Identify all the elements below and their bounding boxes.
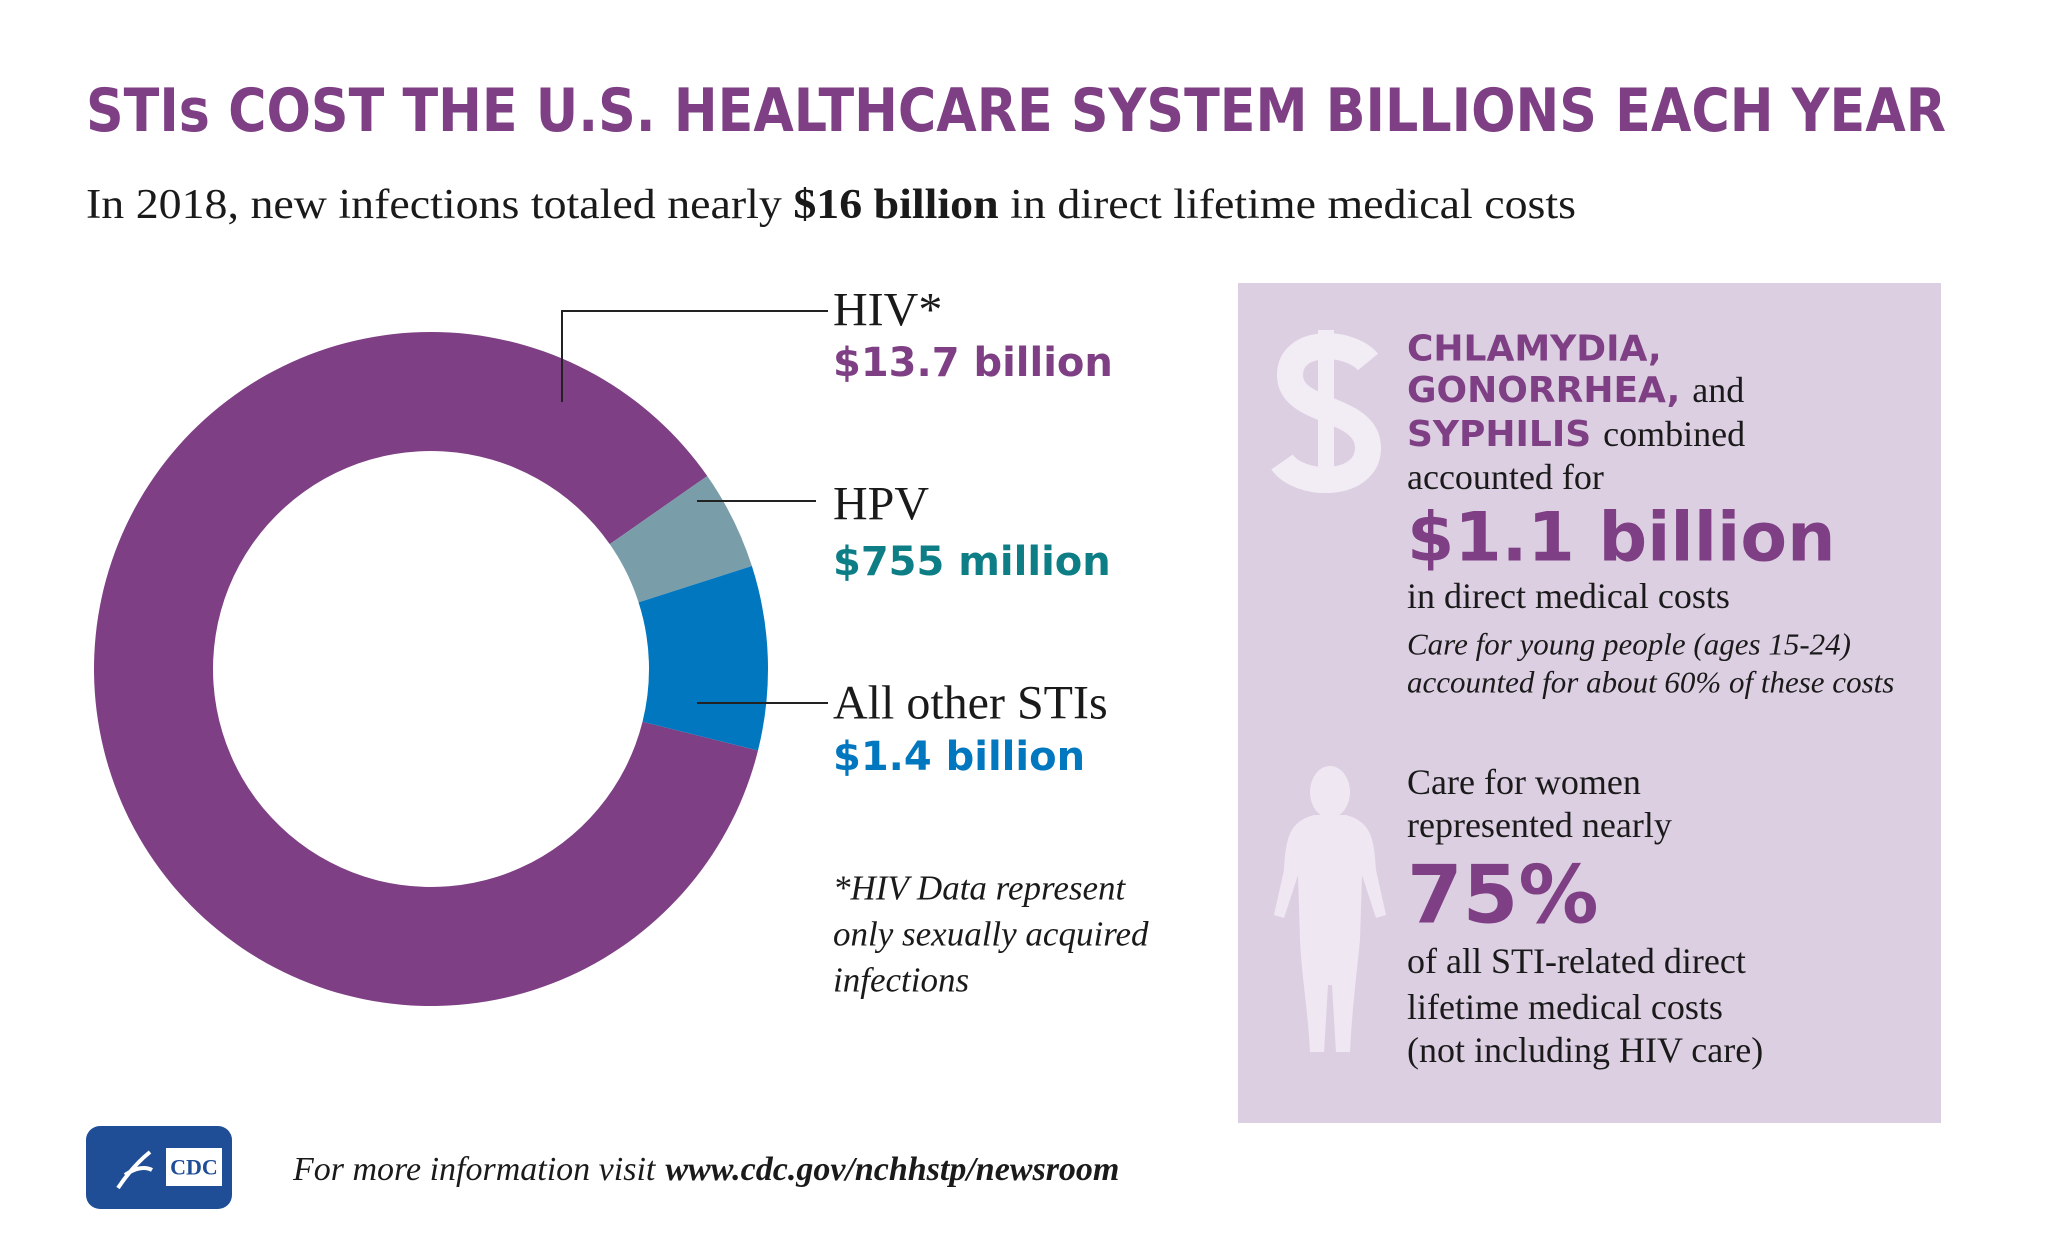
lead: accounted for (1407, 457, 1604, 497)
cdc-box (166, 1148, 222, 1186)
after: of all STI-related direct (1407, 941, 1746, 981)
subtitle: In 2018, new infections totaled nearly $… (86, 182, 1576, 228)
subtitle-bold: $16 billion (793, 182, 998, 228)
slice-label: HIV* (833, 284, 942, 337)
connector: and (1692, 370, 1744, 410)
cdc-logo-text: CDC (170, 1155, 218, 1180)
slice-label: All other STIs (833, 677, 1108, 730)
slice-value: $13.7 billion (833, 340, 1113, 386)
disease: CHLAMYDIA, (1407, 329, 1662, 370)
line: SYPHILIS combined (1407, 414, 1745, 455)
note: accounted for about 60% of these costs (1407, 665, 1894, 700)
donut-slice (94, 331, 758, 1006)
stat-chlamydia: CHLAMYDIA, GONORRHEA, and SYPHILIS combine… (1407, 329, 1894, 700)
hhs-eagle (116, 1150, 153, 1190)
leader-line (561, 310, 828, 402)
footnote: only sexually acquired (833, 915, 1149, 954)
footnote: *HIV Data represent (833, 869, 1127, 908)
subtitle-text: in direct lifetime medical costs (999, 182, 1576, 228)
donut-chart: HIV*$13.7 billion HPV $755 million All othe… (94, 284, 1149, 1006)
disease: SYPHILIS (1407, 414, 1591, 455)
subtitle-text: In 2018, new infections totaled nearly (86, 182, 793, 228)
amount: $1.1 billion (1407, 499, 1836, 578)
footnote: infections (833, 961, 969, 1000)
footer-url[interactable]: www.cdc.gov/nchhstp/newsroom (665, 1151, 1119, 1188)
dollar-icon-bar (1318, 330, 1334, 490)
line: GONORRHEA, and (1407, 370, 1744, 411)
title: STIs COST THE U.S. HEALTHCARE SYSTEM BIL… (86, 76, 1946, 146)
footer-text: For more information visit www.cdc.gov/nc… (292, 1151, 1119, 1188)
disease: GONORRHEA, (1407, 370, 1680, 411)
slice-value: $755 million (833, 539, 1111, 585)
after: (not including HIV care) (1407, 1030, 1763, 1070)
after: in direct medical costs (1407, 576, 1730, 616)
donut-slice (638, 566, 768, 751)
slice-value: $1.4 billion (833, 734, 1085, 780)
amount: 75% (1407, 849, 1598, 942)
connector: combined (1603, 414, 1745, 454)
stat-women: Care for women represented nearly 75% of… (1407, 762, 1763, 1070)
after: lifetime medical costs (1407, 987, 1723, 1027)
lead: Care for women (1407, 762, 1641, 802)
donut-slice (609, 476, 752, 603)
cdc-logo (86, 1126, 232, 1209)
footer-lead: For more information visit (292, 1151, 657, 1188)
note: Care for young people (ages 15-24) (1407, 627, 1851, 662)
lead: represented nearly (1407, 805, 1672, 845)
slice-label: HPV (833, 478, 929, 531)
woman-icon (1274, 766, 1386, 1052)
